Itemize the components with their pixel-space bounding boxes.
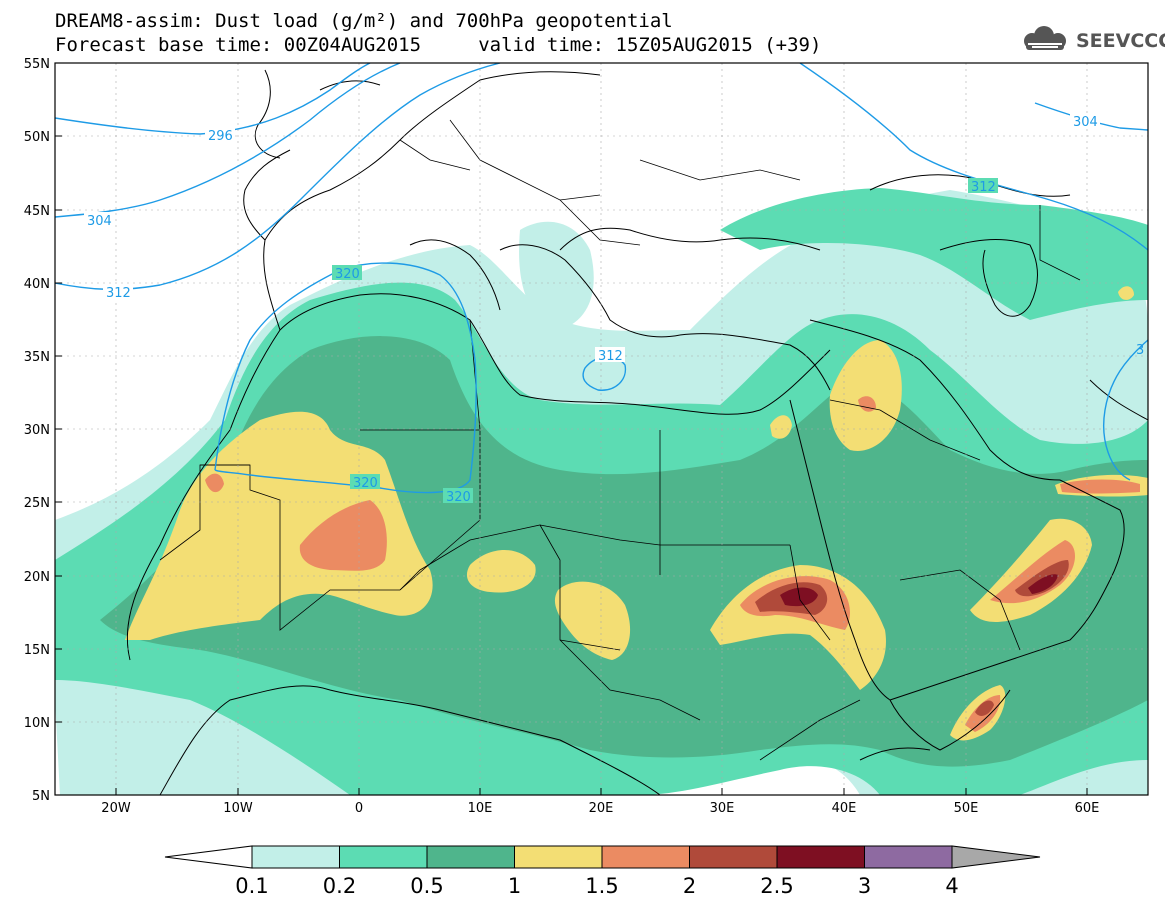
- colorbar-segment: [864, 845, 953, 869]
- dust-band-1-west: [125, 411, 433, 640]
- dust-band-2-oman: [1015, 560, 1069, 597]
- colorbar-overflow-triangle: [951, 845, 1041, 869]
- contour-label-312-east: 312: [971, 180, 996, 195]
- axis-ticks: [55, 62, 1088, 796]
- lon-label: 30E: [710, 801, 735, 816]
- dust-band-1-caspian: [1118, 286, 1134, 300]
- contour-label-3-east: 3: [1136, 343, 1144, 358]
- lat-label: 5N: [32, 789, 50, 804]
- contour-label-320-c: 320: [446, 490, 471, 505]
- lon-label: 10W: [223, 801, 253, 816]
- coastlines: [126, 69, 1148, 795]
- contour-label-320-b: 320: [353, 476, 378, 491]
- contour-label-312-med: 312: [598, 349, 623, 364]
- contour-labels: 296 304 312 320 320 320 312 312 304 3: [84, 113, 1144, 505]
- dust-band-0-5: [100, 336, 1148, 767]
- colorbar-tick-label: 2: [683, 874, 696, 898]
- dust-band-1-5-iraq: [858, 396, 876, 412]
- dust-band-1-5-oman: [990, 540, 1076, 604]
- colorbar-tick-label: 0.5: [410, 874, 443, 898]
- dust-band-1-5-sahara: [299, 500, 387, 571]
- lat-label: 15N: [24, 643, 50, 658]
- lat-label: 35N: [24, 350, 50, 365]
- colorbar-tick-label: 0.1: [235, 874, 268, 898]
- lat-label: 45N: [24, 204, 50, 219]
- dust-band-1-5-maur: [205, 473, 224, 493]
- geopotential-contours: [55, 63, 1148, 494]
- latitude-labels: 55N 50N 45N 40N 35N 30N 25N 20N 15N 10N …: [24, 57, 50, 804]
- lat-label: 40N: [24, 277, 50, 292]
- lat-label: 25N: [24, 496, 50, 511]
- dust-band-1-libya: [554, 581, 631, 660]
- contour-312-east: [799, 63, 1148, 251]
- contour-label-304: 304: [87, 214, 112, 229]
- logo-text: SEEVCCC: [1076, 30, 1165, 52]
- colorbar-tick-label: 0.2: [323, 874, 356, 898]
- dust-band-2-5-oman: [1028, 574, 1058, 594]
- colorbar-tick-label: 2.5: [760, 874, 793, 898]
- dust-band-balkans: [519, 221, 594, 330]
- contour-320: [214, 262, 477, 494]
- lon-label: 60E: [1075, 801, 1100, 816]
- dust-band-1-chad: [466, 550, 536, 593]
- colorbar-tick-label: 1.5: [585, 874, 618, 898]
- borders: [159, 119, 1081, 761]
- lat-label: 30N: [24, 423, 50, 438]
- lon-label: 50E: [954, 801, 979, 816]
- dust-band-1-redsea: [770, 415, 792, 439]
- map-title: DREAM8-assim: Dust load (g/m²) and 700hP…: [55, 10, 673, 32]
- lon-label: 20E: [589, 801, 614, 816]
- colorbar-underflow-triangle: [164, 845, 253, 869]
- dust-field: [55, 188, 1148, 795]
- gridlines: [55, 63, 1148, 795]
- colorbar: 0.1 0.2 0.5 1 1.5 2 2.5 3 4: [164, 845, 1041, 898]
- lon-label: 20W: [101, 801, 131, 816]
- contour-label-312: 312: [106, 286, 131, 301]
- contour-label-320-a: 320: [335, 267, 360, 282]
- lat-label: 20N: [24, 570, 50, 585]
- colorbar-segment: [601, 845, 690, 869]
- cloud-logo-icon: [1024, 26, 1066, 50]
- colorbar-tick-label: 3: [858, 874, 871, 898]
- contour-296: [55, 63, 371, 135]
- longitude-labels: 20W 10W 0 10E 20E 30E 40E 50E 60E: [101, 801, 1099, 816]
- lon-label: 0: [355, 801, 363, 816]
- contour-label-296: 296: [208, 129, 233, 144]
- lat-label: 55N: [24, 57, 50, 72]
- colorbar-segment: [514, 845, 603, 869]
- colorbar-segment: [776, 845, 865, 869]
- colorbar-tick-label: 4: [945, 874, 958, 898]
- dust-band-1-iraq: [829, 340, 902, 451]
- contour-3-east: [1103, 339, 1148, 481]
- colorbar-tick-label: 1: [508, 874, 521, 898]
- lat-label: 10N: [24, 716, 50, 731]
- lon-label: 10E: [468, 801, 493, 816]
- contour-label-304-east: 304: [1073, 115, 1098, 130]
- dust-band-2-5-sudan: [780, 587, 818, 607]
- lon-label: 40E: [832, 801, 857, 816]
- colorbar-segment: [339, 845, 428, 869]
- forecast-time-line: Forecast base time: 00Z04AUG2015 valid t…: [55, 34, 822, 56]
- dust-band-north: [720, 188, 1148, 320]
- dust-band-2-somalia: [975, 700, 994, 716]
- colorbar-segment: [251, 845, 340, 869]
- colorbar-segment: [426, 845, 515, 869]
- contour-304: [55, 63, 401, 218]
- colorbar-segment: [689, 845, 778, 869]
- lat-label: 50N: [24, 130, 50, 145]
